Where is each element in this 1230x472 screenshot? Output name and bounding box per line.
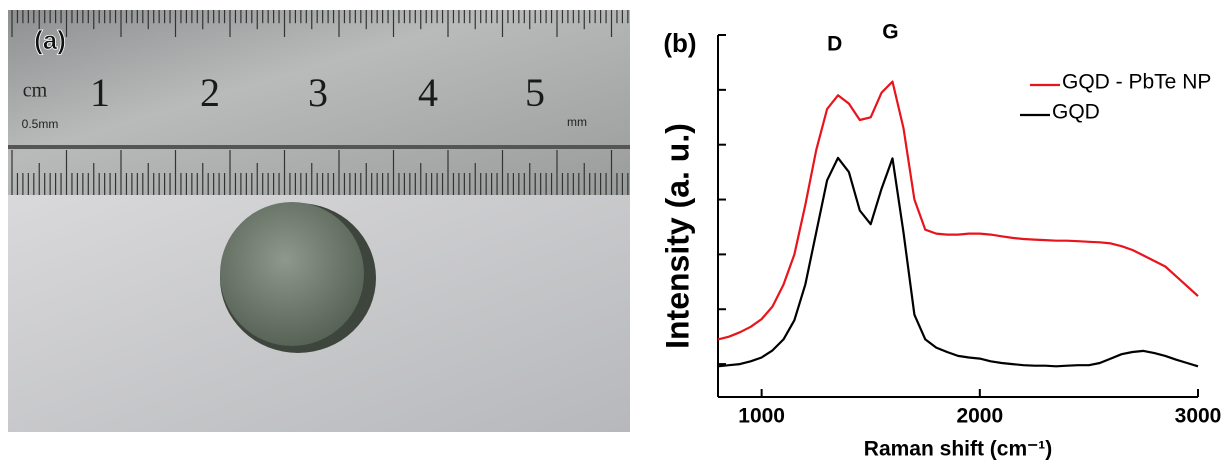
x-tick-label: 3000 (1175, 405, 1222, 428)
mm-label: mm (567, 115, 587, 129)
x-tick-label: 1000 (738, 405, 785, 428)
series-line (717, 80, 1199, 341)
x-axis-label: Raman shift (cm⁻¹) (864, 438, 1052, 461)
panel-label: (b) (663, 28, 696, 58)
ruler-ticks (11, 10, 629, 195)
ruler-band (8, 145, 630, 149)
legend-label: GQD (1052, 101, 1100, 124)
unit-label: cm (23, 80, 48, 102)
disk (220, 202, 364, 346)
series-line (717, 156, 1199, 368)
ruler-number: 2 (200, 70, 220, 115)
ruler-number: 4 (418, 70, 438, 115)
photo: (a) cm 0.5mm mm (8, 10, 630, 432)
ruler-number: 1 (90, 70, 110, 115)
ruler (8, 10, 630, 195)
panel-label: (a) (34, 25, 66, 55)
annotation: G (882, 21, 898, 44)
ruler-number: 3 (308, 70, 328, 115)
legend-label: GQD - PbTe NP (1062, 71, 1211, 94)
x-tick-label: 2000 (956, 405, 1003, 428)
ruler-number: 5 (525, 70, 545, 115)
annotation: D (827, 33, 842, 56)
y-axis-label: Intensity (a. u.) (659, 123, 695, 349)
sub-unit-label: 0.5mm (22, 117, 59, 131)
